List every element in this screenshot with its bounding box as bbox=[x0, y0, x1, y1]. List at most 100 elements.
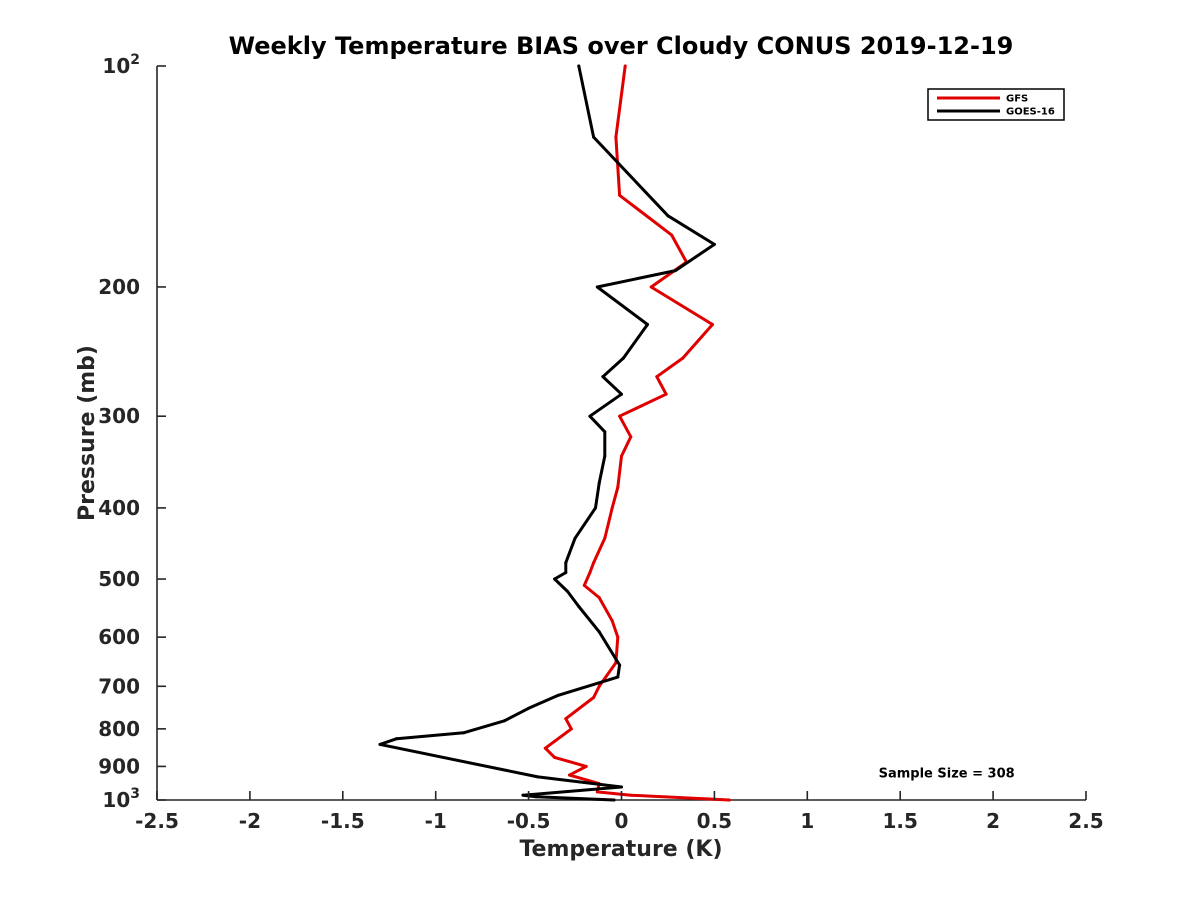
data-point-goes-16 bbox=[564, 571, 568, 575]
data-point-goes-16 bbox=[601, 375, 605, 379]
y-tick-base: 600 bbox=[98, 625, 140, 649]
data-point-goes-16 bbox=[618, 663, 622, 667]
legend-label-gfs: GFS bbox=[1006, 94, 1028, 105]
x-tick-label: 2 bbox=[986, 809, 1000, 833]
data-point-gfs bbox=[597, 596, 601, 600]
data-point-goes-16 bbox=[620, 785, 623, 789]
x-tick-label: 1 bbox=[800, 809, 814, 833]
y-tick-label: 102 bbox=[102, 52, 140, 78]
data-point-gfs bbox=[623, 64, 627, 68]
y-tick-base: 900 bbox=[98, 754, 140, 778]
data-point-goes-16 bbox=[603, 454, 607, 458]
y-tick-exponent: 2 bbox=[130, 52, 140, 68]
data-point-goes-16 bbox=[527, 706, 531, 710]
data-point-goes-16 bbox=[566, 590, 570, 594]
data-point-gfs bbox=[597, 684, 601, 688]
legend-box bbox=[927, 88, 1065, 121]
data-point-goes-16 bbox=[595, 285, 599, 289]
data-point-gfs bbox=[649, 285, 653, 289]
annotations: Sample Size = 308 bbox=[879, 766, 1015, 781]
y-tick-base: 500 bbox=[98, 567, 140, 591]
y-tick-base: 700 bbox=[98, 674, 140, 698]
data-point-goes-16 bbox=[577, 605, 581, 609]
data-point-gfs bbox=[543, 746, 547, 750]
x-tick-label: 0.5 bbox=[697, 809, 732, 833]
x-tick-label: 0 bbox=[615, 809, 629, 833]
data-point-gfs bbox=[618, 414, 622, 418]
y-tick-base: 10 bbox=[102, 54, 130, 78]
series-group bbox=[378, 64, 731, 802]
data-point-gfs bbox=[670, 233, 674, 237]
y-tick-label: 900 bbox=[98, 754, 140, 778]
data-point-gfs bbox=[629, 793, 633, 797]
data-point-goes-16 bbox=[577, 64, 581, 68]
y-tick-base: 300 bbox=[98, 404, 140, 428]
y-tick-base: 10 bbox=[102, 788, 130, 812]
y-tick-label: 600 bbox=[98, 625, 140, 649]
x-axis-ticks: -2.5 -2 -1.5 -1 -0.5 0 0.5 1 1.5 2 2.5 bbox=[135, 791, 1104, 833]
data-point-goes-16 bbox=[597, 481, 601, 485]
data-point-goes-16 bbox=[712, 242, 716, 246]
y-tick-base: 200 bbox=[98, 275, 140, 299]
y-tick-label: 700 bbox=[98, 674, 140, 698]
data-point-gfs bbox=[603, 536, 607, 540]
data-point-goes-16 bbox=[564, 561, 568, 565]
data-point-gfs bbox=[614, 135, 618, 139]
y-tick-label: 400 bbox=[98, 496, 140, 520]
data-point-gfs bbox=[610, 619, 614, 623]
data-point-goes-16 bbox=[646, 323, 650, 327]
data-point-goes-16 bbox=[378, 742, 382, 746]
series-line-goes-16 bbox=[378, 64, 716, 802]
data-point-gfs bbox=[595, 790, 599, 794]
y-tick-base: 800 bbox=[98, 717, 140, 741]
data-point-gfs bbox=[592, 561, 596, 565]
y-tick-label: 300 bbox=[98, 404, 140, 428]
data-point-gfs bbox=[681, 356, 685, 360]
data-point-gfs bbox=[610, 506, 614, 510]
data-point-goes-16 bbox=[536, 775, 540, 779]
data-point-gfs bbox=[616, 485, 620, 489]
x-axis-label: Temperature (K) bbox=[519, 837, 722, 862]
data-point-goes-16 bbox=[620, 392, 623, 396]
data-point-gfs bbox=[711, 323, 715, 327]
data-point-gfs bbox=[569, 727, 573, 731]
data-point-gfs bbox=[584, 764, 588, 768]
data-point-gfs bbox=[664, 392, 668, 396]
x-tick-label: -1.5 bbox=[321, 809, 365, 833]
y-tick-label: 500 bbox=[98, 567, 140, 591]
data-point-gfs bbox=[727, 798, 731, 802]
y-tick-label: 103 bbox=[102, 786, 140, 812]
sample-size-annotation: Sample Size = 308 bbox=[879, 766, 1015, 781]
y-tick-exponent: 3 bbox=[130, 786, 140, 802]
x-tick-label: -1 bbox=[425, 809, 447, 833]
data-point-gfs bbox=[564, 717, 568, 721]
data-point-goes-16 bbox=[534, 795, 538, 799]
data-point-goes-16 bbox=[502, 719, 506, 723]
data-point-gfs bbox=[655, 375, 659, 379]
data-point-goes-16 bbox=[521, 793, 525, 797]
x-tick-label: -0.5 bbox=[507, 809, 551, 833]
data-point-goes-16 bbox=[593, 506, 597, 510]
x-tick-label: -2 bbox=[239, 809, 261, 833]
chart-title: Weekly Temperature BIAS over Cloudy CONU… bbox=[229, 32, 1014, 60]
data-point-goes-16 bbox=[621, 356, 625, 360]
data-point-goes-16 bbox=[592, 135, 596, 139]
data-point-gfs bbox=[629, 435, 633, 439]
data-point-gfs bbox=[588, 571, 592, 575]
y-tick-label: 800 bbox=[98, 717, 140, 741]
legend-label-goes-16: GOES-16 bbox=[1006, 107, 1055, 118]
data-point-gfs bbox=[592, 695, 596, 699]
data-point-goes-16 bbox=[666, 214, 670, 218]
data-point-goes-16 bbox=[556, 693, 560, 697]
x-tick-label: 1.5 bbox=[882, 809, 917, 833]
data-point-goes-16 bbox=[673, 269, 677, 273]
data-point-gfs bbox=[618, 193, 622, 197]
data-point-goes-16 bbox=[603, 430, 607, 434]
x-tick-label: 2.5 bbox=[1068, 809, 1103, 833]
legend: GFS GOES-16 bbox=[927, 88, 1065, 121]
data-point-gfs bbox=[567, 773, 571, 777]
plot-area bbox=[156, 64, 1086, 802]
data-point-goes-16 bbox=[553, 577, 557, 581]
